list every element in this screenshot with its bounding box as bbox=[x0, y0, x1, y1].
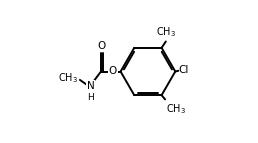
Text: O: O bbox=[98, 41, 106, 51]
Text: CH$_3$: CH$_3$ bbox=[58, 71, 78, 85]
Text: O: O bbox=[109, 66, 117, 77]
Text: Cl: Cl bbox=[179, 65, 189, 75]
Text: CH$_3$: CH$_3$ bbox=[156, 26, 176, 39]
Text: N: N bbox=[87, 81, 94, 91]
Text: CH$_3$: CH$_3$ bbox=[166, 102, 186, 116]
Text: H: H bbox=[87, 93, 94, 102]
